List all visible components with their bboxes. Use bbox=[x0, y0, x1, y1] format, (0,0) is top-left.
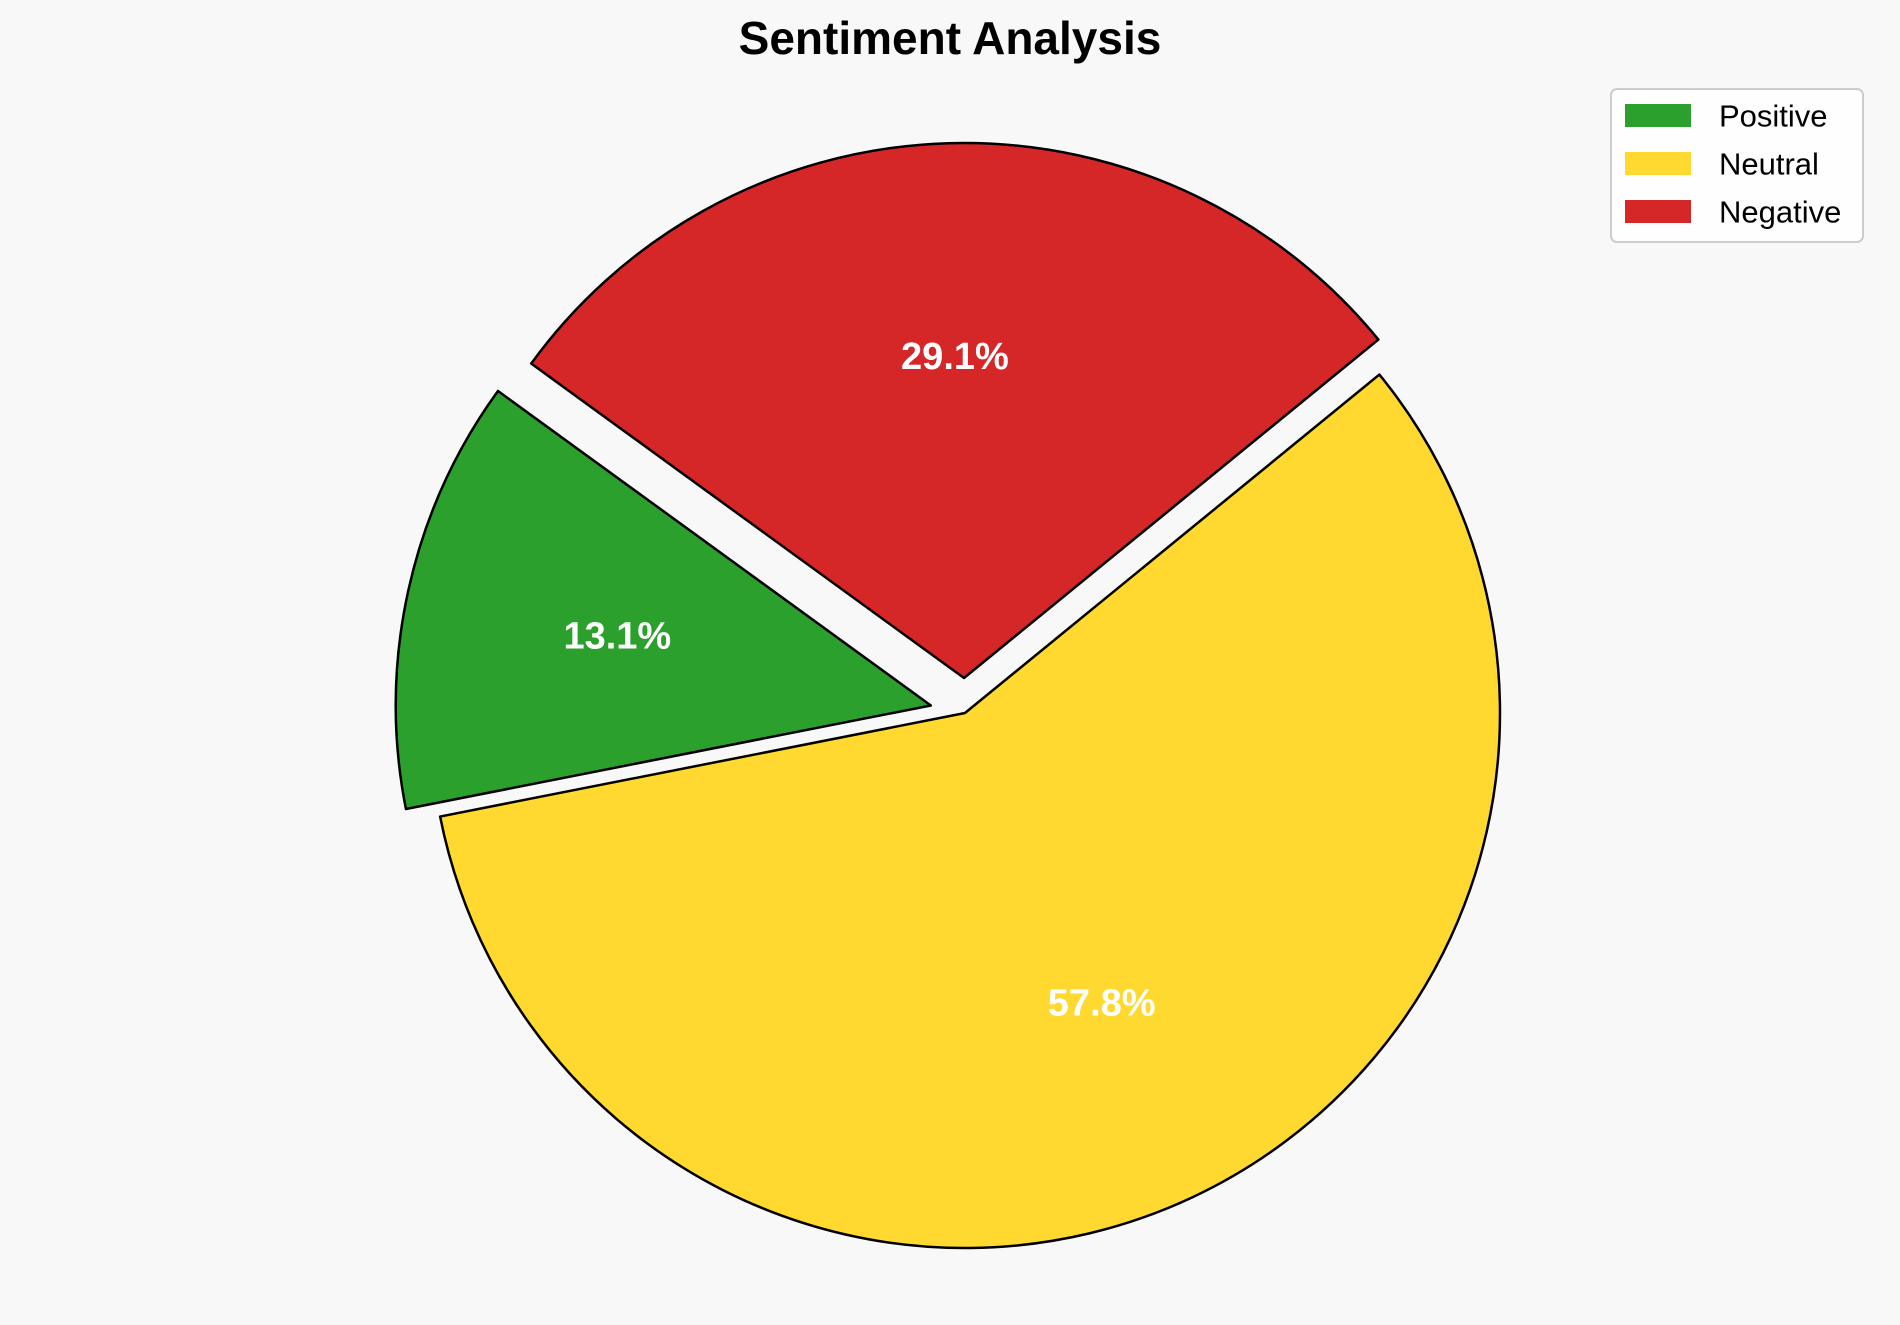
chart-title: Sentiment Analysis bbox=[739, 12, 1162, 64]
pie-slice-neutral bbox=[438, 373, 1502, 1250]
pie-slices bbox=[394, 141, 1502, 1250]
pie-slice-negative bbox=[529, 141, 1380, 680]
legend-label-negative: Negative bbox=[1719, 195, 1841, 230]
pie-slice-labels: 13.1% 57.8% 29.1% bbox=[563, 336, 1155, 1024]
legend-swatch-neutral bbox=[1625, 152, 1691, 175]
pie-label-neutral: 57.8% bbox=[1048, 982, 1156, 1024]
legend-swatch-positive bbox=[1625, 104, 1691, 127]
pie-slice-positive bbox=[394, 389, 933, 811]
legend-swatch-negative bbox=[1625, 200, 1691, 223]
pie-label-negative: 29.1% bbox=[901, 336, 1009, 378]
legend-label-positive: Positive bbox=[1719, 99, 1828, 134]
legend-label-neutral: Neutral bbox=[1719, 147, 1819, 182]
legend: Positive Neutral Negative bbox=[1610, 88, 1864, 243]
pie-label-positive: 13.1% bbox=[563, 615, 671, 657]
